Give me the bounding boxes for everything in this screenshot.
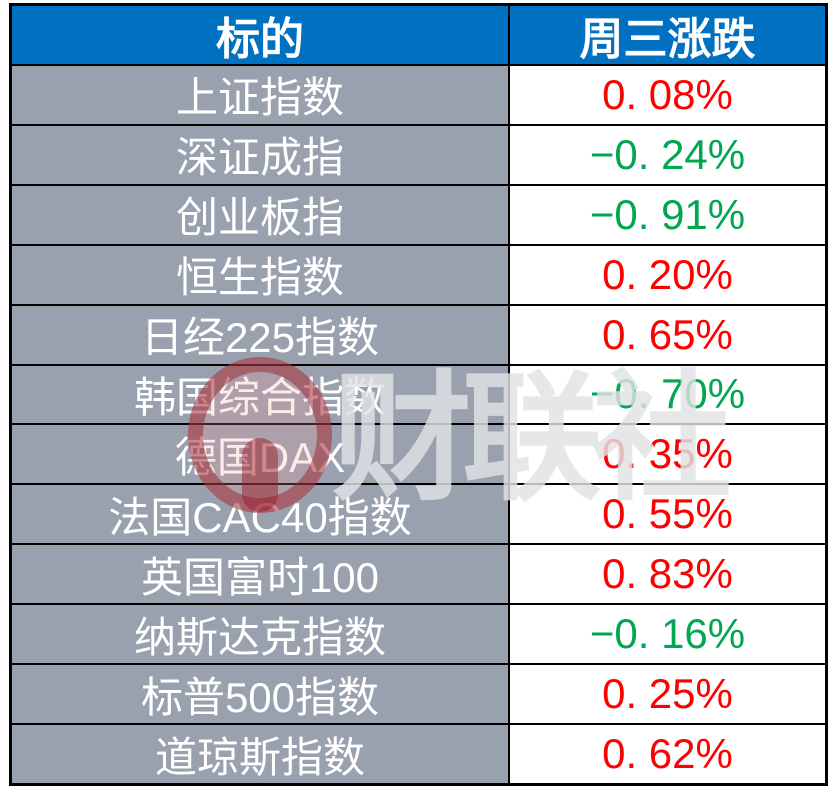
table-row: 法国CAC40指数 0. 55% xyxy=(12,485,825,546)
index-change: 0. 55% xyxy=(510,485,825,544)
index-name: 英国富时100 xyxy=(12,545,510,604)
index-name: 深证成指 xyxy=(12,125,510,184)
index-change: 0. 65% xyxy=(510,305,825,364)
index-name: 纳斯达克指数 xyxy=(12,605,510,664)
table-row: 德国DAX 0. 35% xyxy=(12,425,825,486)
table-row: 标普500指数 0. 25% xyxy=(12,665,825,726)
index-change: 0. 08% xyxy=(510,65,825,124)
table-row: 深证成指 −0. 24% xyxy=(12,125,825,186)
index-change: −0. 24% xyxy=(510,125,825,184)
table-row: 恒生指数 0. 20% xyxy=(12,245,825,306)
table-row: 上证指数 0. 08% xyxy=(12,65,825,126)
index-name: 道琼斯指数 xyxy=(12,725,510,783)
index-change-table: 标的 周三涨跌 上证指数 0. 08% 深证成指 −0. 24% 创业板指 −0… xyxy=(9,3,828,786)
index-change: 0. 62% xyxy=(510,725,825,783)
table-header-row: 标的 周三涨跌 xyxy=(12,6,825,66)
table-row: 日经225指数 0. 65% xyxy=(12,305,825,366)
index-name: 德国DAX xyxy=(12,425,510,484)
table-row: 韩国综合指数 −0. 70% xyxy=(12,365,825,426)
index-name: 恒生指数 xyxy=(12,245,510,304)
index-change: −0. 91% xyxy=(510,185,825,244)
index-change: 0. 35% xyxy=(510,425,825,484)
index-change: 0. 25% xyxy=(510,665,825,724)
table-row: 道琼斯指数 0. 62% xyxy=(12,725,825,783)
index-name: 法国CAC40指数 xyxy=(12,485,510,544)
index-change: 0. 20% xyxy=(510,245,825,304)
table-row: 创业板指 −0. 91% xyxy=(12,185,825,246)
table-row: 英国富时100 0. 83% xyxy=(12,545,825,606)
index-change: −0. 70% xyxy=(510,365,825,424)
index-name: 韩国综合指数 xyxy=(12,365,510,424)
index-name: 日经225指数 xyxy=(12,305,510,364)
index-name: 标普500指数 xyxy=(12,665,510,724)
index-change: −0. 16% xyxy=(510,605,825,664)
index-name: 创业板指 xyxy=(12,185,510,244)
index-name: 上证指数 xyxy=(12,65,510,124)
table-row: 纳斯达克指数 −0. 16% xyxy=(12,605,825,666)
header-target-label: 标的 xyxy=(12,6,510,64)
index-change: 0. 83% xyxy=(510,545,825,604)
header-change-label: 周三涨跌 xyxy=(510,6,825,64)
